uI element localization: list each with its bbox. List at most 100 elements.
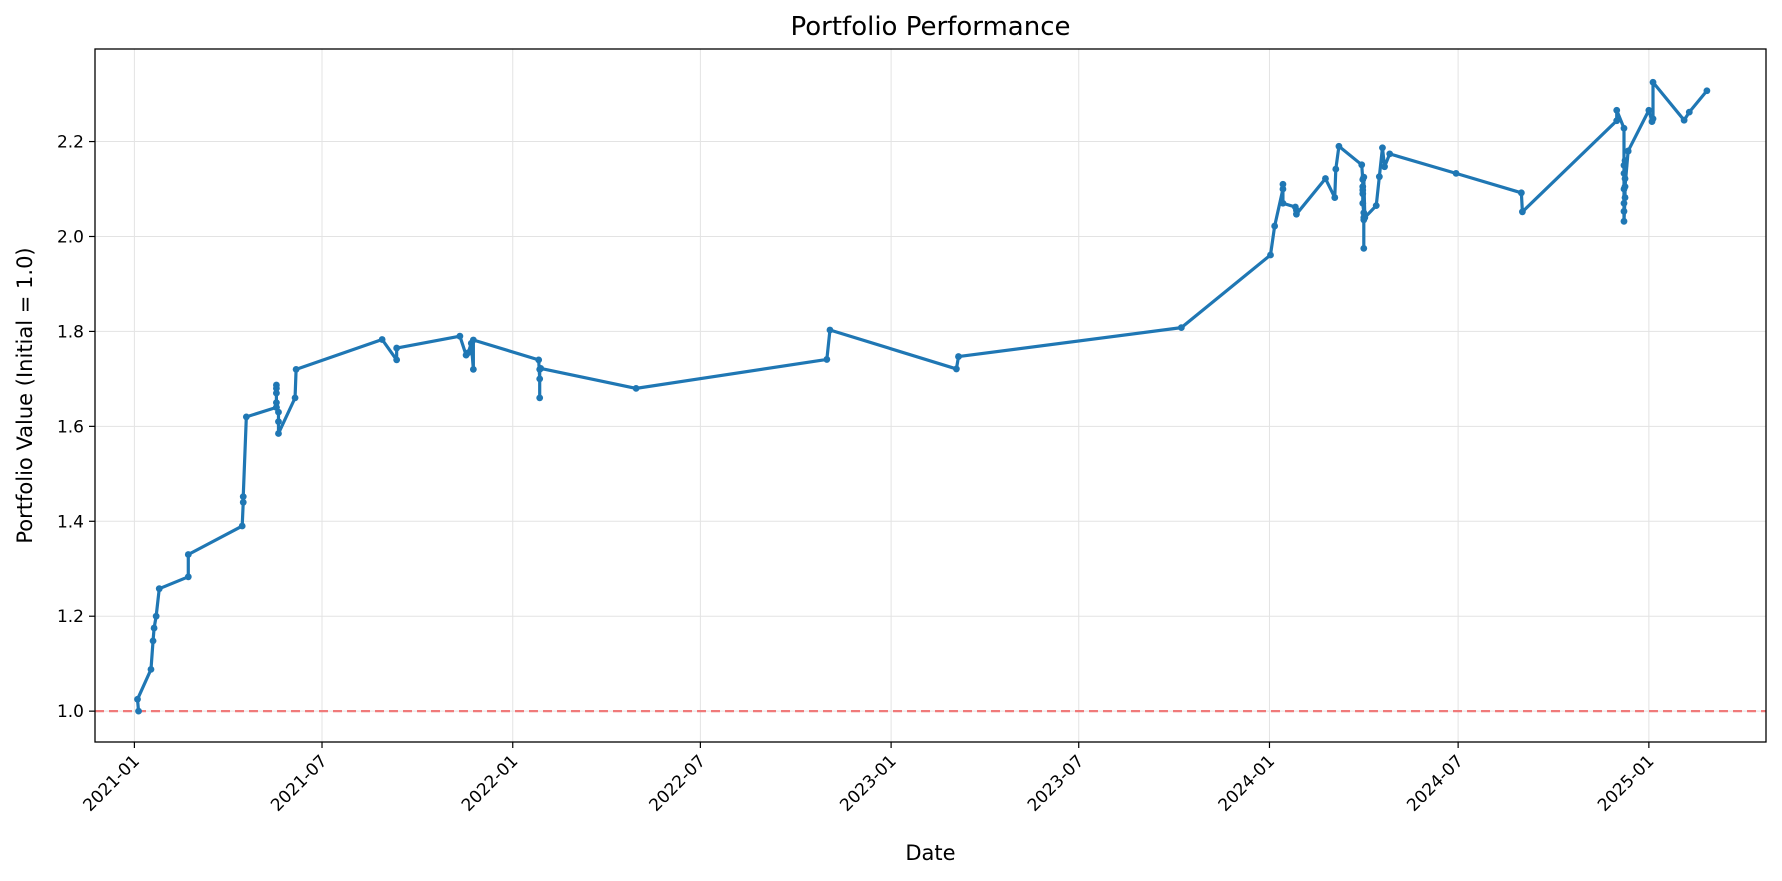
grid-lines bbox=[95, 49, 1766, 742]
data-point bbox=[1620, 124, 1628, 132]
data-point bbox=[155, 585, 163, 593]
data-point bbox=[1621, 194, 1629, 201]
data-point bbox=[184, 551, 192, 558]
data-point bbox=[1645, 106, 1653, 114]
x-tick-label: 2022-07 bbox=[646, 751, 710, 815]
data-point bbox=[135, 707, 142, 715]
data-point bbox=[1372, 202, 1380, 210]
data-point bbox=[469, 365, 477, 373]
x-tick-label: 2025-01 bbox=[1594, 751, 1658, 815]
data-point bbox=[275, 418, 282, 426]
y-tick-label: 1.6 bbox=[57, 417, 84, 437]
data-point bbox=[184, 573, 192, 581]
data-point bbox=[1620, 217, 1628, 225]
data-point bbox=[1624, 147, 1632, 155]
data-point bbox=[1649, 78, 1657, 86]
data-point bbox=[826, 326, 834, 334]
data-point bbox=[1359, 199, 1367, 207]
data-point bbox=[152, 612, 160, 620]
x-tick-label: 2023-07 bbox=[1024, 751, 1088, 815]
data-point bbox=[1359, 190, 1367, 198]
data-point bbox=[1452, 169, 1460, 177]
y-tick-label: 2.0 bbox=[57, 227, 84, 247]
data-point bbox=[823, 356, 831, 363]
data-point bbox=[1703, 87, 1711, 95]
y-tick-label: 1.2 bbox=[57, 607, 84, 627]
data-point bbox=[1620, 199, 1628, 207]
data-point bbox=[1517, 189, 1525, 197]
data-point bbox=[239, 498, 247, 506]
data-point bbox=[393, 356, 401, 364]
data-point bbox=[1271, 222, 1279, 230]
data-point bbox=[275, 430, 282, 437]
data-point bbox=[1620, 169, 1628, 177]
data-point bbox=[1267, 251, 1274, 259]
data-point bbox=[1381, 163, 1388, 171]
data-point bbox=[147, 665, 155, 673]
data-point bbox=[291, 394, 299, 402]
y-tick-label: 1.8 bbox=[57, 322, 84, 342]
data-point bbox=[1613, 106, 1621, 114]
data-point bbox=[1375, 173, 1383, 181]
data-point bbox=[134, 695, 141, 703]
data-point bbox=[1649, 115, 1657, 123]
data-point bbox=[469, 336, 477, 344]
data-point bbox=[535, 356, 543, 364]
data-point bbox=[1621, 175, 1629, 182]
data-point bbox=[273, 399, 280, 407]
x-axis-ticks: 2021-01 2021-07 2022-01 2022-07 2023-01 2023-… bbox=[80, 742, 1658, 816]
data-point bbox=[273, 381, 280, 389]
data-point bbox=[275, 408, 282, 416]
data-point bbox=[1360, 173, 1368, 181]
data-point bbox=[537, 365, 545, 372]
data-point bbox=[1613, 117, 1621, 125]
data-point bbox=[536, 375, 544, 383]
data-point bbox=[464, 349, 472, 357]
data-point bbox=[1620, 207, 1628, 215]
chart-title: Portfolio Performance bbox=[791, 12, 1071, 42]
y-tick-label: 1.0 bbox=[57, 702, 84, 722]
data-point bbox=[1680, 116, 1688, 124]
data-point bbox=[238, 522, 246, 530]
data-point bbox=[1360, 244, 1368, 252]
data-point bbox=[242, 413, 250, 421]
x-tick-label: 2024-01 bbox=[1215, 751, 1279, 815]
y-tick-label: 2.2 bbox=[57, 133, 84, 153]
data-point bbox=[1518, 208, 1526, 216]
y-tick-label: 1.4 bbox=[57, 512, 84, 532]
data-point bbox=[292, 365, 300, 373]
y-axis-label: Portfolio Value (Initial = 1.0) bbox=[13, 247, 37, 543]
x-tick-label: 2022-01 bbox=[458, 751, 522, 815]
data-point bbox=[1177, 324, 1185, 332]
data-point bbox=[149, 637, 157, 645]
data-point bbox=[1621, 157, 1629, 164]
x-tick-label: 2021-07 bbox=[267, 751, 331, 815]
data-point bbox=[1279, 185, 1287, 193]
plot-frame bbox=[94, 48, 1767, 743]
data-point bbox=[1379, 144, 1386, 152]
x-tick-label: 2023-01 bbox=[836, 751, 900, 815]
data-point bbox=[1293, 210, 1300, 218]
y-axis-ticks: 1.0 1.2 1.4 1.6 1.8 2.0 2.2 bbox=[57, 133, 95, 722]
data-point bbox=[953, 365, 960, 373]
data-point bbox=[239, 493, 247, 501]
data-point bbox=[536, 394, 544, 402]
data-point bbox=[1335, 142, 1343, 150]
data-point bbox=[1621, 161, 1629, 169]
data-point bbox=[955, 353, 962, 360]
x-axis-label: Date bbox=[905, 841, 955, 865]
x-tick-label: 2021-01 bbox=[80, 751, 144, 815]
series-line bbox=[135, 80, 1709, 713]
x-tick-label: 2024-07 bbox=[1403, 751, 1467, 815]
data-point bbox=[1331, 194, 1339, 201]
data-point bbox=[378, 336, 386, 343]
data-point bbox=[150, 624, 158, 632]
data-point bbox=[456, 332, 464, 340]
series-group bbox=[134, 78, 1711, 715]
data-point bbox=[273, 389, 280, 397]
data-point bbox=[393, 344, 401, 352]
data-point bbox=[1361, 214, 1369, 221]
data-point bbox=[1685, 108, 1693, 116]
data-point bbox=[1279, 180, 1287, 188]
